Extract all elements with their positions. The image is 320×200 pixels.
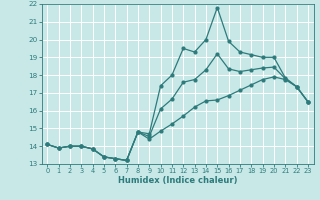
X-axis label: Humidex (Indice chaleur): Humidex (Indice chaleur) xyxy=(118,176,237,185)
